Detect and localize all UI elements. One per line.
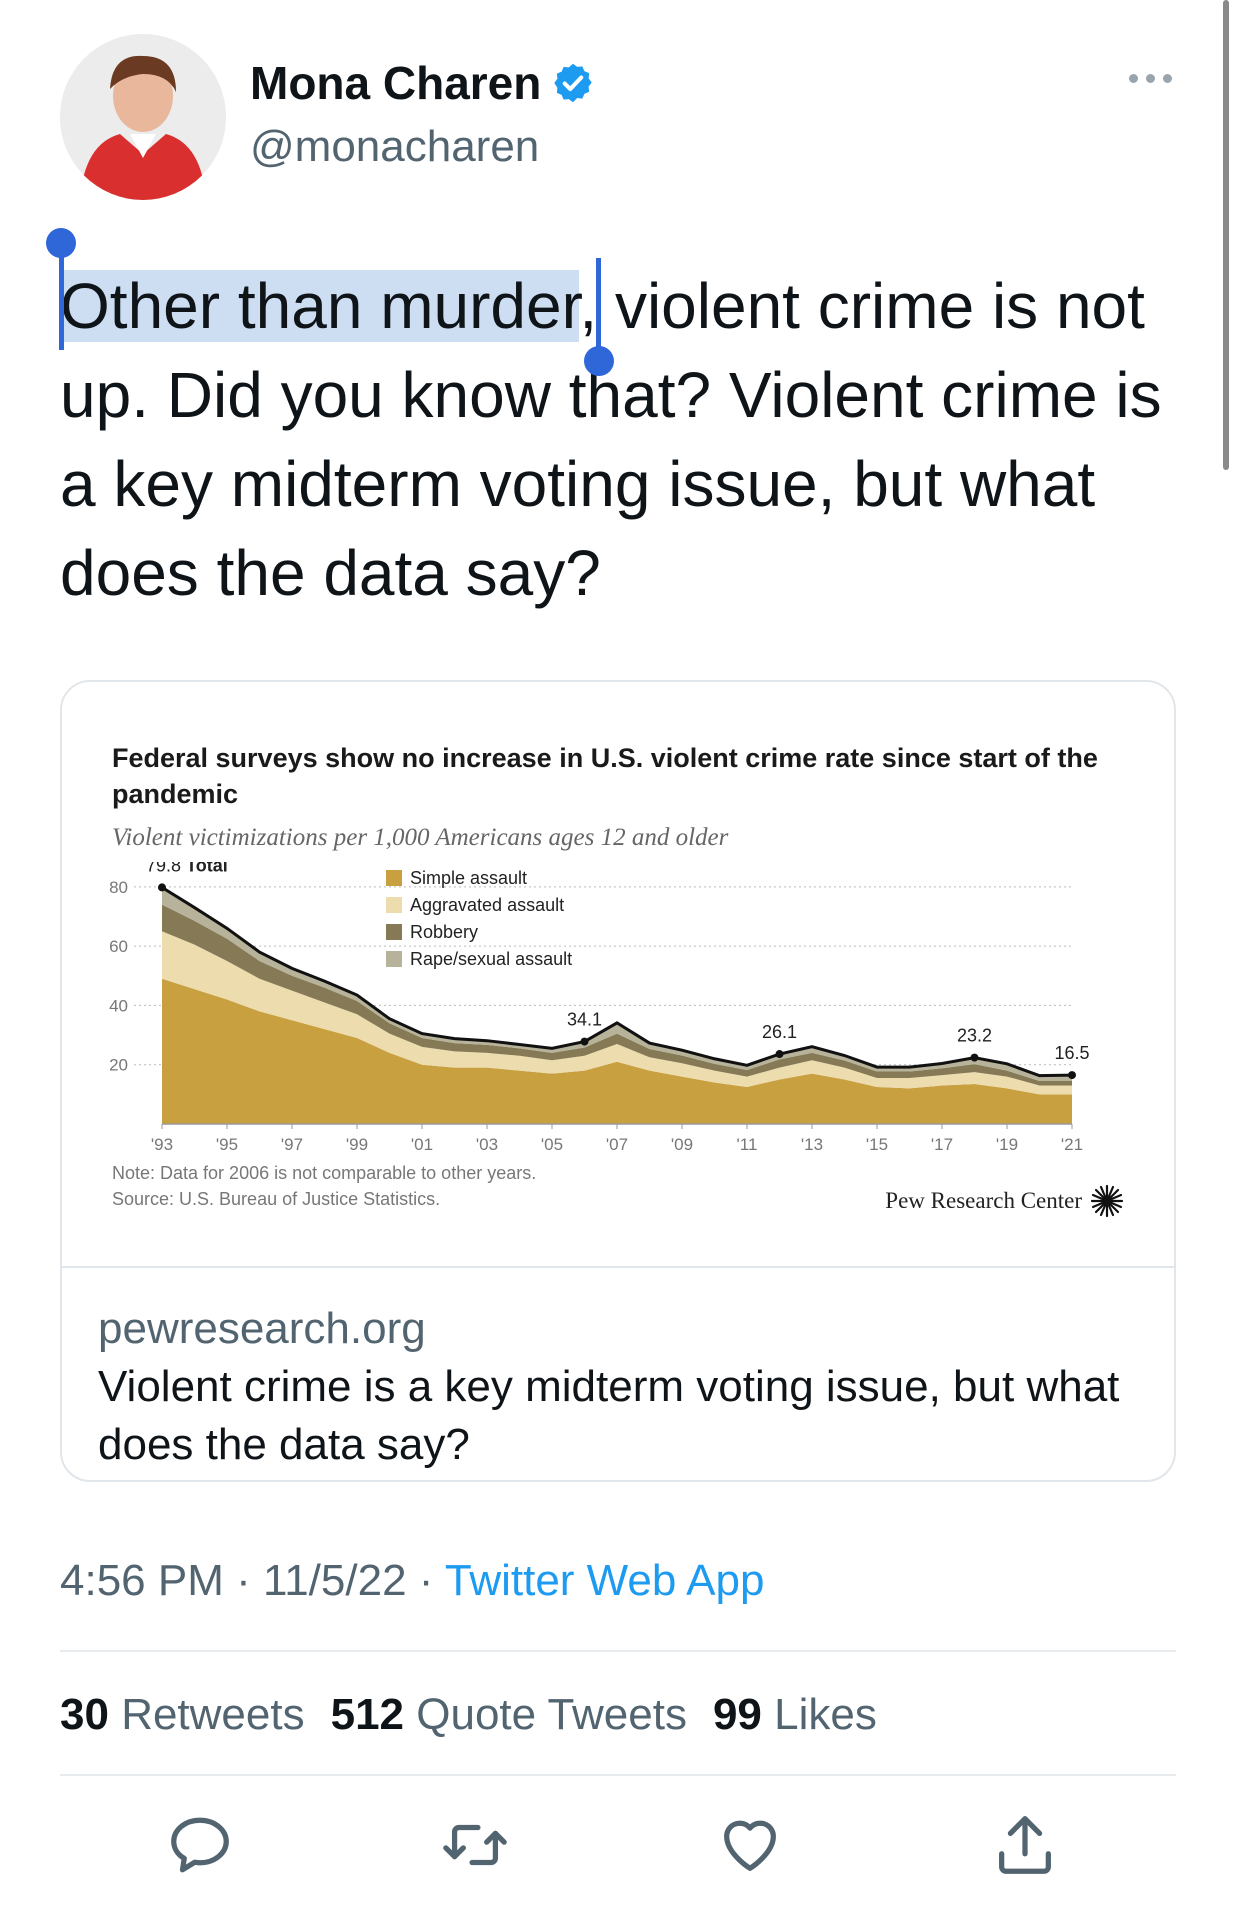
- separator-dot: ·: [418, 1556, 445, 1605]
- pew-logo: Pew Research Center: [885, 1184, 1124, 1218]
- card-meta[interactable]: pewresearch.org Violent crime is a key m…: [62, 1270, 1174, 1480]
- like-heart-icon[interactable]: [715, 1810, 785, 1880]
- selection-end-caret: [596, 258, 601, 358]
- display-name[interactable]: Mona Charen: [250, 57, 542, 109]
- scrollbar[interactable]: [1223, 0, 1229, 470]
- action-bar: [0, 1810, 1242, 1880]
- data-label-suffix: Total: [186, 862, 228, 875]
- divider: [60, 1650, 1176, 1652]
- data-label: 34.1: [567, 1010, 602, 1030]
- tweet-text-rest: , violent crime is not up. Did you know …: [60, 270, 1162, 609]
- x-tick-label: '95: [216, 1135, 238, 1152]
- data-label: 23.2: [957, 1026, 992, 1046]
- data-point: [775, 1050, 784, 1059]
- chart-source-text: Source: U.S. Bureau of Justice Statistic…: [112, 1189, 441, 1209]
- likes-stat[interactable]: 99 Likes: [713, 1690, 877, 1740]
- chart-note-text: Note: Data for 2006 is not comparable to…: [112, 1163, 537, 1183]
- total-line: [161, 886, 1073, 1078]
- profile-photo-icon: [60, 34, 226, 200]
- selection-start-caret: [59, 250, 64, 350]
- x-tick-label: '11: [737, 1135, 758, 1152]
- retweets-count: 30: [60, 1690, 109, 1739]
- tweet-source[interactable]: Twitter Web App: [444, 1556, 765, 1605]
- x-tick-label: '05: [541, 1135, 563, 1152]
- tweet-time[interactable]: 4:56 PM: [60, 1556, 224, 1605]
- tweet-text[interactable]: Other than murder, violent crime is not …: [60, 262, 1170, 618]
- legend-swatch: [386, 897, 402, 913]
- likes-count: 99: [712, 1690, 762, 1739]
- area-rape-sexual-assault: [162, 887, 1072, 1082]
- data-point: [970, 1053, 979, 1062]
- y-tick-label: 80: [109, 878, 128, 897]
- data-point: [1068, 1071, 1076, 1080]
- legend-label: Simple assault: [410, 868, 527, 888]
- y-tick-label: 20: [109, 1056, 128, 1075]
- chart-subtitle: Violent victimizations per 1,000 America…: [112, 824, 729, 851]
- x-tick-label: '99: [346, 1135, 368, 1152]
- y-tick-label: 60: [109, 937, 128, 956]
- pew-sunburst-icon: [1090, 1184, 1124, 1218]
- area-simple-assault: [162, 978, 1072, 1124]
- data-point: [580, 1037, 589, 1046]
- data-label: 79.8 Total: [146, 862, 228, 875]
- selection-end-handle[interactable]: [584, 346, 614, 376]
- pew-brand-text: Pew Research Center: [885, 1188, 1082, 1213]
- selected-text[interactable]: Other than murder: [60, 270, 580, 342]
- retweets-label: Retweets: [121, 1690, 305, 1739]
- card-domain: pewresearch.org: [98, 1304, 426, 1353]
- quote-tweets-stat[interactable]: 512 Quote Tweets: [331, 1690, 687, 1740]
- separator-dot: ·: [236, 1556, 263, 1605]
- quotes-count: 512: [330, 1690, 405, 1739]
- legend-swatch: [386, 951, 402, 967]
- x-tick-label: '97: [281, 1135, 303, 1152]
- retweet-icon[interactable]: [440, 1810, 510, 1880]
- legend-swatch: [386, 924, 402, 940]
- share-icon[interactable]: [990, 1810, 1060, 1880]
- x-tick-label: '15: [866, 1135, 888, 1152]
- likes-label: Likes: [774, 1690, 877, 1739]
- x-tick-label: '09: [671, 1135, 693, 1152]
- legend-swatch: [386, 870, 402, 886]
- x-tick-label: '93: [151, 1135, 173, 1152]
- card-image[interactable]: Federal surveys show no increase in U.S.…: [62, 682, 1174, 1268]
- x-tick-label: '07: [606, 1135, 628, 1152]
- area-robbery: [162, 904, 1072, 1086]
- more-options-icon[interactable]: [1120, 74, 1180, 94]
- crime-rate-chart: 20 40 60 80 '93 '95 '97 '99 '01 '03 '05 '07 '09 '11 '1…: [109, 862, 1089, 1152]
- tweet-date[interactable]: 11/5/22: [263, 1556, 407, 1605]
- tweet-stats: 30 Retweets 512 Quote Tweets 99 Likes: [60, 1690, 877, 1740]
- tweet-header: Mona Charen @monacharen: [60, 34, 1180, 204]
- retweets-stat[interactable]: 30 Retweets: [60, 1690, 305, 1740]
- link-card[interactable]: Federal surveys show no increase in U.S.…: [60, 680, 1176, 1482]
- x-tick-label: '13: [801, 1135, 823, 1152]
- chart-title: Federal surveys show no increase in U.S.…: [112, 743, 1098, 809]
- y-tick-label: 40: [109, 996, 128, 1015]
- x-tick-label: '17: [931, 1135, 953, 1152]
- x-tick-label: '03: [476, 1135, 498, 1152]
- x-tick-label: '19: [996, 1135, 1018, 1152]
- card-title: Violent crime is a key midterm voting is…: [98, 1362, 1120, 1469]
- user-handle[interactable]: @monacharen: [250, 122, 540, 171]
- data-label: 26.1: [762, 1022, 797, 1042]
- verified-badge-icon: [554, 63, 593, 103]
- legend-label: Aggravated assault: [410, 895, 564, 915]
- x-tick-label: '01: [411, 1135, 433, 1152]
- divider: [60, 1774, 1176, 1776]
- data-point: [158, 883, 166, 892]
- x-tick-label: '21: [1061, 1135, 1083, 1152]
- reply-icon[interactable]: [165, 1810, 235, 1880]
- legend-label: Rape/sexual assault: [410, 949, 572, 969]
- timestamp-line: 4:56 PM · 11/5/22 · Twitter Web App: [60, 1556, 764, 1606]
- data-label: 16.5: [1054, 1043, 1089, 1063]
- legend-label: Robbery: [410, 922, 478, 942]
- chart-note: Note: Data for 2006 is not comparable to…: [112, 1160, 536, 1212]
- avatar[interactable]: [60, 34, 226, 200]
- quotes-label: Quote Tweets: [416, 1690, 687, 1739]
